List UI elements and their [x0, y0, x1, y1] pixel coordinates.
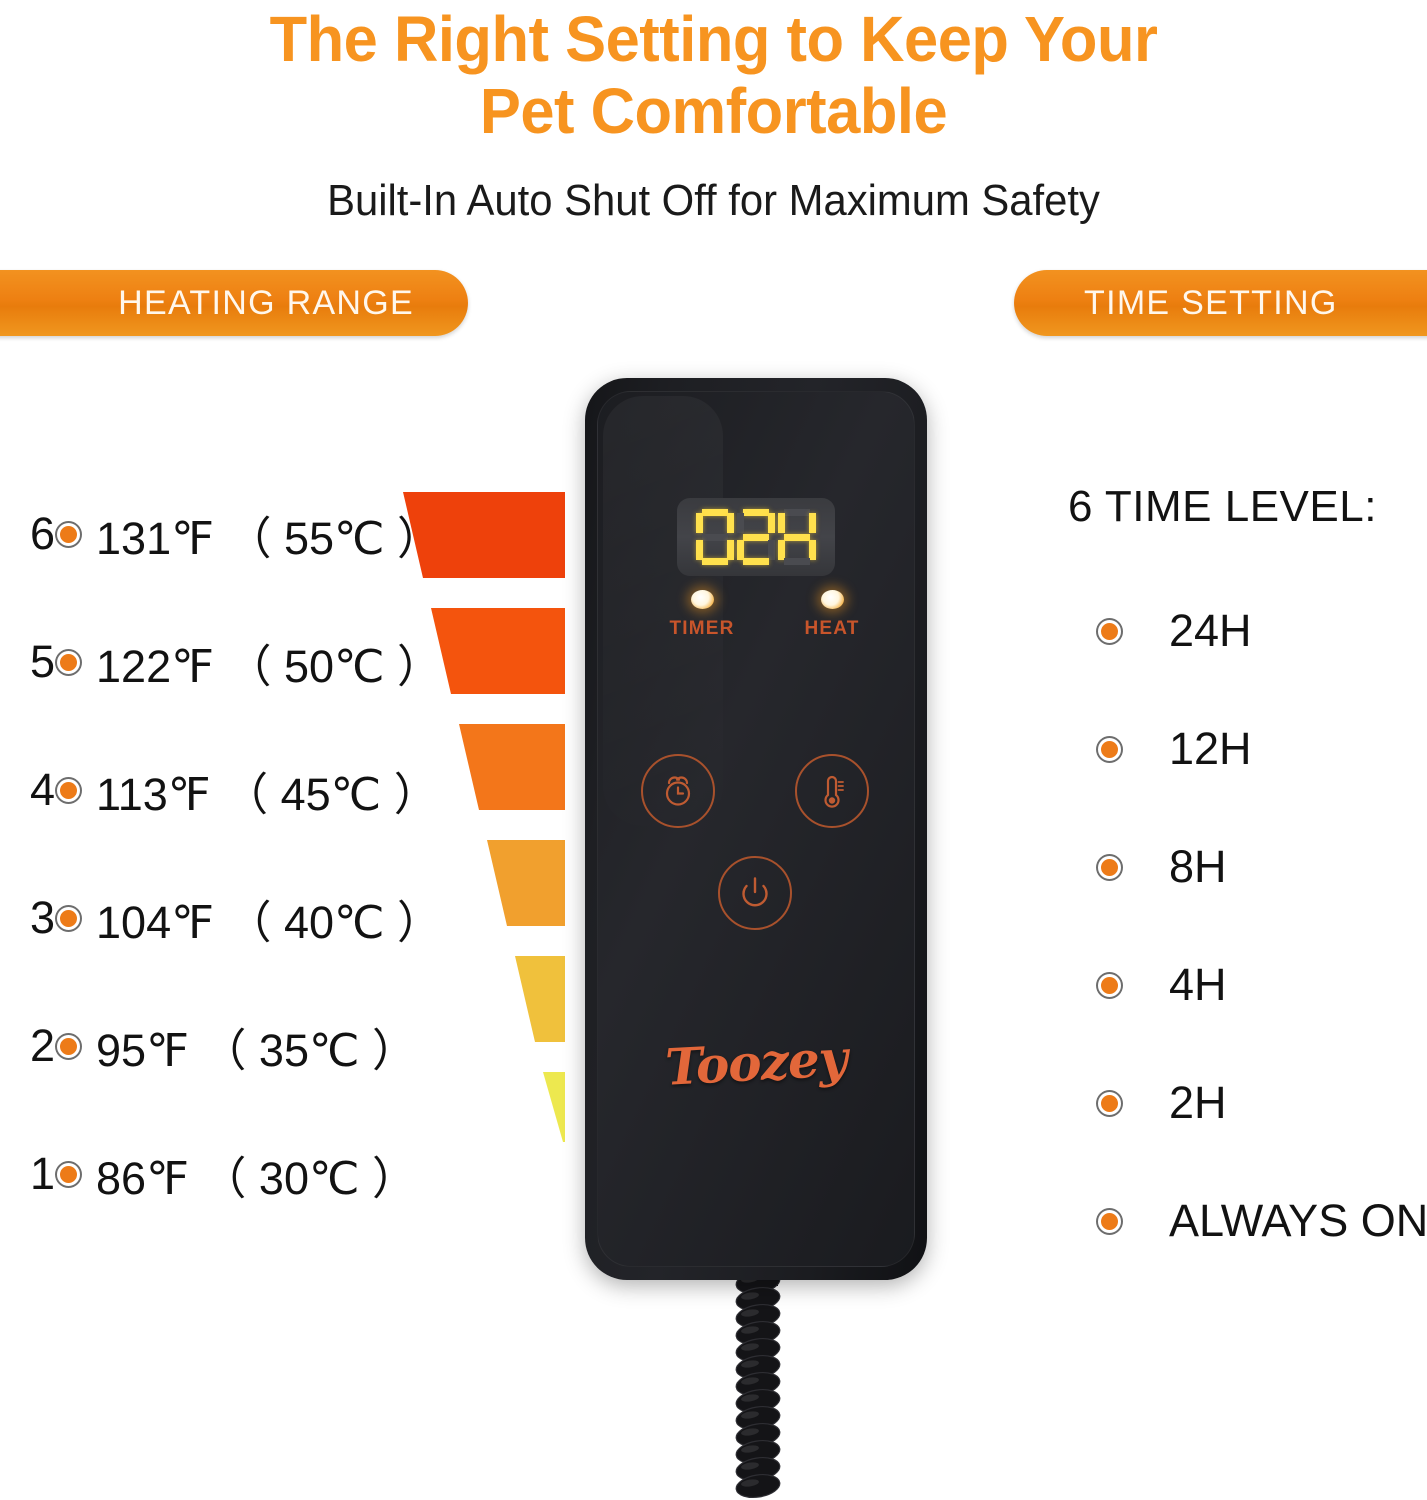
segment-d: [784, 558, 810, 565]
segment-c: [727, 540, 734, 560]
wedge-bar: [515, 956, 565, 1042]
time-option-label: 8H: [1169, 841, 1227, 892]
segment-g: [702, 533, 728, 541]
heat-gradient-wedge-chart: [403, 492, 565, 1142]
page-title: The Right Setting to Keep Your Pet Comfo…: [29, 3, 1399, 147]
power-button[interactable]: [718, 856, 792, 930]
bullet-icon: [57, 650, 81, 674]
bullet-icon: [1098, 973, 1121, 997]
segment-b: [727, 513, 734, 533]
wedge-bar: [431, 608, 565, 694]
segment-c: [809, 540, 816, 560]
segment-e: [778, 540, 785, 560]
heat-level-value: 113℉ （ 45℃ ）: [96, 768, 439, 820]
wedge-bar: [543, 1072, 565, 1142]
time-option-label: 2H: [1169, 1077, 1227, 1128]
segment-d: [702, 558, 728, 565]
bullet-icon: [57, 778, 81, 802]
page-title-line1: The Right Setting to Keep Your: [269, 3, 1158, 75]
time-setting-list: 24H 12H 8H 4H 2H ALWAYS ON: [1096, 572, 1427, 1280]
segment-a: [784, 509, 810, 516]
lcd-display: [677, 498, 835, 576]
page-subtitle: Built-In Auto Shut Off for Maximum Safet…: [327, 176, 1100, 225]
list-item: 6 131℉ （ 55℃ ）: [30, 470, 442, 598]
heat-level-number: 4: [30, 764, 56, 815]
led-icon: [690, 590, 714, 609]
heat-indicator: HEAT: [789, 590, 875, 640]
wedge-bar: [403, 492, 565, 578]
list-item: 5 122℉ （ 50℃ ）: [30, 598, 442, 726]
badge-heating-range: HEATING RANGE: [0, 270, 468, 336]
list-item: 8H: [1096, 808, 1427, 926]
list-item: ALWAYS ON: [1096, 1162, 1427, 1280]
heat-button[interactable]: [795, 754, 869, 828]
page-title-line2: Pet Comfortable: [479, 74, 948, 147]
heat-level-number: 3: [30, 892, 56, 943]
timer-button[interactable]: [641, 754, 715, 828]
segment-a: [743, 509, 769, 516]
time-option-label: 4H: [1169, 959, 1227, 1010]
time-level-heading: 6 TIME LEVEL:: [1068, 482, 1377, 531]
time-option-label: ALWAYS ON: [1169, 1195, 1427, 1246]
segment-f: [696, 513, 703, 533]
list-item: 2 95℉ （ 35℃ ）: [30, 982, 417, 1110]
segment-f: [778, 513, 785, 533]
heat-level-value: 95℉ （ 35℃ ）: [96, 1024, 418, 1076]
bullet-icon: [1098, 855, 1121, 879]
time-option-label: 12H: [1169, 723, 1252, 774]
bullet-icon: [1098, 1091, 1121, 1115]
wedge-bar: [487, 840, 565, 926]
heat-level-number: 2: [30, 1020, 56, 1071]
list-item: 2H: [1096, 1044, 1427, 1162]
segment-g: [784, 533, 810, 541]
bullet-icon: [57, 906, 81, 930]
list-item: 4H: [1096, 926, 1427, 1044]
badge-heating-range-label: HEATING RANGE: [118, 283, 414, 322]
timer-indicator: TIMER: [659, 590, 745, 640]
list-item: 4 113℉ （ 45℃ ）: [30, 726, 439, 854]
badge-time-setting: TIME SETTING: [1014, 270, 1427, 336]
bullet-icon: [57, 1034, 81, 1058]
heat-level-number: 1: [30, 1148, 56, 1199]
heat-level-value: 122℉ （ 50℃ ）: [96, 640, 443, 692]
list-item: 24H: [1096, 572, 1427, 690]
led-icon: [820, 590, 844, 609]
bullet-icon: [57, 522, 81, 546]
segment-f: [737, 513, 744, 533]
heating-range-list: 6 131℉ （ 55℃ ） 5 122℉ （ 50℃ ） 4 113℉ （ 4…: [30, 470, 442, 1238]
list-item: 1 86℉ （ 30℃ ）: [30, 1110, 417, 1238]
time-option-label: 24H: [1169, 605, 1252, 656]
badge-time-setting-label: TIME SETTING: [1084, 283, 1338, 322]
thermometer-icon: [824, 775, 844, 808]
power-icon: [742, 877, 768, 907]
heat-level-number: 6: [30, 508, 56, 559]
segment-d: [743, 558, 769, 565]
heat-led-label: HEAT: [804, 618, 860, 639]
segment-c: [768, 540, 775, 560]
segment-g: [743, 533, 769, 541]
heat-level-value: 131℉ （ 55℃ ）: [96, 512, 443, 564]
wedge-bar: [459, 724, 565, 810]
bullet-icon: [1098, 1209, 1121, 1233]
heat-level-value: 86℉ （ 30℃ ）: [96, 1152, 418, 1204]
bullet-icon: [1098, 737, 1121, 761]
segment-b: [809, 513, 816, 533]
alarm-clock-icon: [665, 776, 691, 806]
segment-a: [702, 509, 728, 516]
lcd-digit-0: [696, 509, 734, 565]
heat-level-number: 5: [30, 636, 56, 687]
lcd-digit-1: [737, 509, 775, 565]
segment-b: [768, 513, 775, 533]
segment-e: [696, 540, 703, 560]
heating-pad-controller: TIMER HEAT Toozey: [585, 378, 927, 1280]
list-item: 3 104℉ （ 40℃ ）: [30, 854, 442, 982]
segment-e: [737, 540, 744, 560]
bullet-icon: [1098, 619, 1121, 643]
list-item: 12H: [1096, 690, 1427, 808]
timer-led-label: TIMER: [669, 618, 735, 639]
bullet-icon: [57, 1162, 81, 1186]
power-cable: [735, 1268, 781, 1498]
heat-level-value: 104℉ （ 40℃ ）: [96, 896, 443, 948]
lcd-digit-2: [778, 509, 816, 565]
